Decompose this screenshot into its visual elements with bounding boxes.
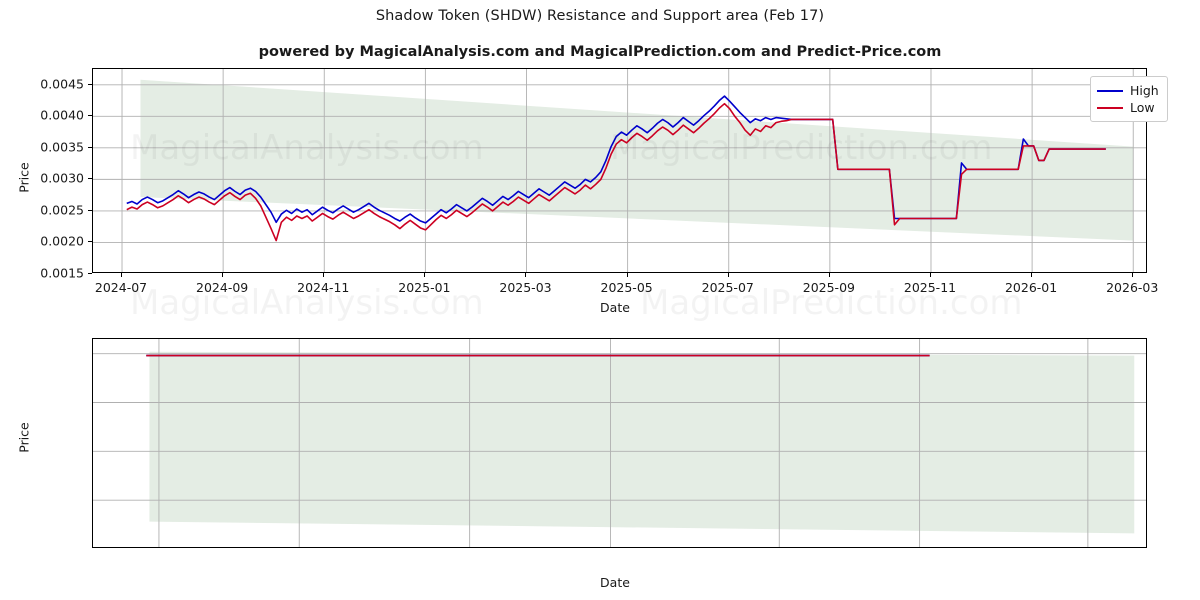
- x-axis-tick-mark: [323, 273, 325, 277]
- y-axis-tick-label: 0.0030: [40, 170, 84, 186]
- x-axis-tick-mark: [121, 273, 122, 277]
- y-axis-tick-mark: [88, 115, 92, 117]
- x-axis-tick-label: 2025-01: [398, 280, 451, 295]
- bottom-plot-area: [92, 338, 1147, 548]
- y-axis-tick-mark: [88, 146, 92, 148]
- x-axis-tick-label: 2024-07: [94, 280, 148, 295]
- x-axis-tick-label: 2025-09: [802, 280, 855, 295]
- x-axis-tick-mark: [727, 273, 729, 277]
- x-axis-tick-label: 2025-07: [701, 280, 754, 295]
- top-plot-svg: [93, 69, 1146, 272]
- y-axis-tick-label: 0.0025: [40, 202, 84, 218]
- legend-entry-low: Low: [1097, 99, 1159, 116]
- bottom-plot-svg: [93, 339, 1146, 547]
- top-chart-xlabel: Date: [600, 300, 630, 315]
- x-axis-tick-mark: [525, 273, 527, 277]
- bottom-chart-panel: Price Date 0.00150.00200.00250.00300.003…: [0, 320, 1200, 600]
- x-axis-tick-label: 2024-09: [196, 280, 249, 295]
- x-axis-tick-mark: [929, 273, 931, 277]
- y-axis-tick-mark: [88, 209, 92, 211]
- x-axis-tick-mark: [828, 273, 830, 277]
- y-axis-tick-mark: [88, 273, 92, 274]
- y-axis-tick-mark: [88, 241, 92, 243]
- top-chart-panel: Price Date 0.0015 0.0020 0.0025 0.0030 0.003…: [17, 68, 1168, 323]
- y-axis-tick-label: 0.0035: [40, 139, 84, 155]
- x-axis-tick-label: 2025-11: [903, 280, 957, 295]
- legend-swatch-high: [1097, 89, 1123, 92]
- bottom-chart-ylabel: Price: [16, 422, 32, 453]
- x-axis-tick-label: 2026-03: [1106, 280, 1159, 295]
- x-axis-tick-mark: [424, 273, 426, 277]
- page-subtitle: powered by MagicalAnalysis.com and Magic…: [258, 44, 942, 60]
- y-axis-tick-mark: [88, 83, 92, 85]
- y-axis-tick-label: 0.0015: [40, 265, 84, 281]
- x-axis-tick-label: 2025-05: [600, 280, 653, 295]
- x-axis-tick-mark: [222, 273, 224, 277]
- y-axis-tick-mark: [88, 178, 92, 180]
- top-chart-legend[interactable]: High Low: [1090, 76, 1168, 122]
- legend-swatch-low: [1097, 106, 1123, 109]
- x-axis-tick-mark: [1132, 273, 1134, 277]
- y-axis-tick-label: 0.0045: [40, 76, 84, 92]
- y-axis-tick-label: 0.0040: [40, 107, 84, 123]
- page-title: Shadow Token (SHDW) Resistance and Suppo…: [375, 8, 825, 24]
- legend-label-low: Low: [1130, 100, 1155, 115]
- x-axis-tick-mark: [626, 273, 628, 277]
- bottom-chart-xlabel: Date: [600, 575, 630, 590]
- x-axis-tick-label: 2024-11: [297, 280, 350, 295]
- legend-label-high: High: [1130, 83, 1159, 98]
- x-axis-tick-label: 2025-03: [499, 280, 552, 295]
- y-axis-tick-label: 0.0020: [40, 233, 84, 249]
- x-axis-tick-label: 2026-01: [1004, 280, 1058, 295]
- x-axis-tick-mark: [1031, 273, 1033, 277]
- top-plot-area: [92, 68, 1147, 273]
- legend-entry-high: High: [1097, 82, 1159, 99]
